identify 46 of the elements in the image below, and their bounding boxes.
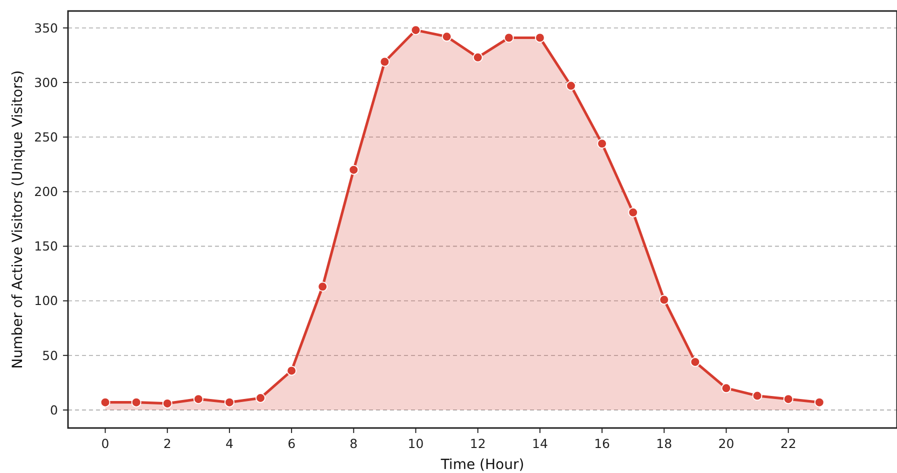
- point: [721, 383, 732, 394]
- x-tick-label: 10: [408, 436, 424, 451]
- y-tick-label: 250: [34, 129, 58, 144]
- point: [100, 397, 110, 408]
- x-tick-label: 2: [163, 436, 172, 451]
- x-tick-label: 14: [532, 436, 548, 451]
- y-tick-label: 50: [42, 348, 58, 363]
- point: [659, 294, 670, 305]
- x-tick-label: 8: [350, 436, 358, 451]
- y-tick-label: 300: [34, 74, 58, 90]
- point: [162, 398, 172, 408]
- point: [380, 56, 390, 67]
- point: [410, 25, 421, 36]
- point: [566, 80, 576, 91]
- point: [690, 356, 700, 367]
- x-tick-label: 18: [656, 436, 672, 451]
- x-axis-title: Time (Hour): [440, 457, 524, 473]
- x-tick-label: 6: [288, 436, 296, 451]
- x-tick-label: 20: [718, 436, 734, 451]
- point: [348, 164, 359, 175]
- y-tick-label: 200: [34, 184, 58, 200]
- y-tick-label: 100: [34, 293, 58, 308]
- point: [534, 32, 545, 43]
- point: [628, 207, 638, 218]
- point: [193, 394, 204, 404]
- y-tick-label: 0: [50, 402, 58, 418]
- y-tick-label: 350: [34, 20, 58, 36]
- point: [814, 397, 824, 408]
- y-tick-label: 150: [34, 238, 58, 254]
- x-tick-label: 22: [780, 436, 796, 451]
- x-tick-label: 12: [470, 436, 486, 451]
- x-tick-label: 0: [101, 436, 110, 451]
- point: [472, 52, 483, 62]
- point: [442, 32, 452, 42]
- point: [504, 32, 514, 43]
- point: [131, 397, 142, 408]
- point: [286, 366, 297, 376]
- point: [318, 282, 328, 292]
- y-axis-title: Number of Active Visitors (Unique Visitors): [10, 70, 26, 369]
- x-tick-label: 4: [225, 436, 234, 451]
- point: [256, 392, 266, 403]
- point: [783, 394, 794, 404]
- point: [224, 397, 234, 408]
- point: [752, 390, 762, 401]
- point: [597, 138, 608, 149]
- x-tick-label: 16: [594, 436, 610, 451]
